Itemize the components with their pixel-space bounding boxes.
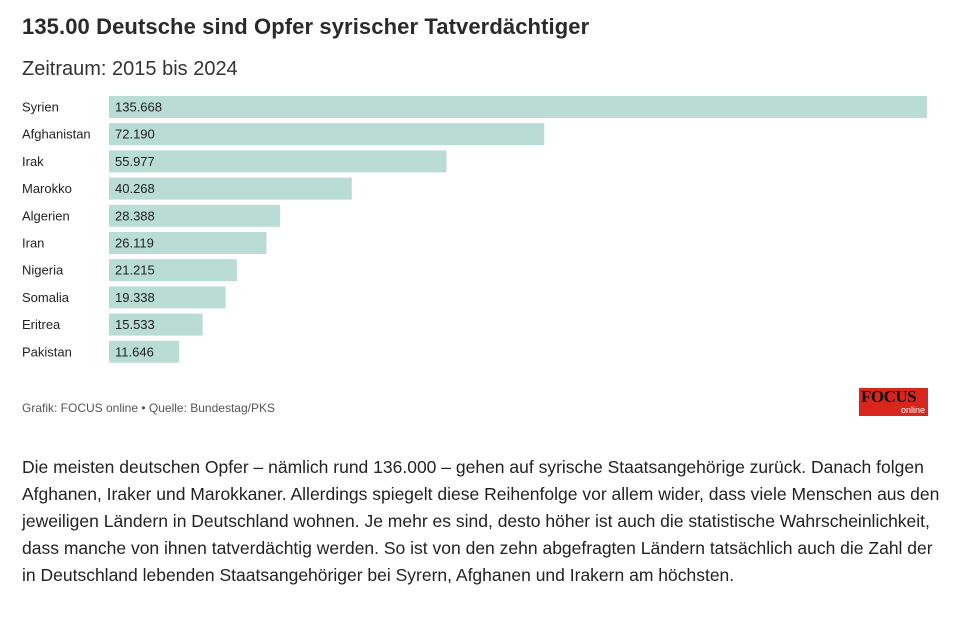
logo-subtext: online [900, 405, 925, 415]
bar[interactable] [109, 313, 203, 336]
logo-wordmark: FOCUS [861, 388, 917, 406]
category-label: Somalia [22, 290, 70, 305]
category-label: Marokko [22, 181, 72, 196]
category-label: Irak [22, 154, 44, 169]
chart-title: 135.00 Deutsche sind Opfer syrischer Tat… [22, 14, 590, 39]
category-label: Iran [22, 236, 44, 251]
bar-value-label: 135.668 [115, 100, 162, 115]
bar[interactable] [109, 232, 267, 254]
category-label: Nigeria [22, 263, 64, 278]
category-label: Afghanistan [22, 127, 91, 142]
bar-value-label: 40.268 [115, 181, 155, 196]
category-label: Eritrea [22, 317, 61, 332]
bar[interactable] [109, 96, 927, 118]
bar-value-label: 11.646 [115, 344, 154, 359]
category-label: Syrien [22, 100, 59, 115]
bar[interactable] [109, 286, 226, 309]
bar-chart: Syrien 135.668 Afghanistan 72.190 Irak 55.977… [22, 96, 927, 363]
bar-value-label: 19.338 [115, 290, 155, 305]
article-paragraph: Die meisten deutschen Opfer – nämlich ru… [22, 457, 940, 585]
bar-value-label: 55.977 [115, 154, 155, 169]
category-label: Algerien [22, 208, 70, 223]
bar[interactable] [109, 123, 545, 146]
bar-value-label: 72.190 [115, 127, 155, 142]
bar[interactable] [109, 204, 281, 227]
category-label: Pakistan [22, 344, 72, 359]
bar-value-label: 21.215 [115, 263, 155, 278]
bar-value-label: 26.119 [115, 236, 154, 251]
bar[interactable] [109, 150, 447, 173]
focus-online-logo[interactable]: FOCUS online [859, 388, 928, 416]
chart-source: Grafik: FOCUS online • Quelle: Bundestag… [22, 401, 275, 415]
bar[interactable] [109, 177, 352, 200]
bar-value-label: 28.388 [115, 208, 155, 223]
chart-subtitle: Zeitraum: 2015 bis 2024 [22, 58, 238, 80]
bar[interactable] [109, 340, 180, 363]
bar-value-label: 15.533 [115, 317, 155, 332]
bar[interactable] [109, 259, 237, 282]
